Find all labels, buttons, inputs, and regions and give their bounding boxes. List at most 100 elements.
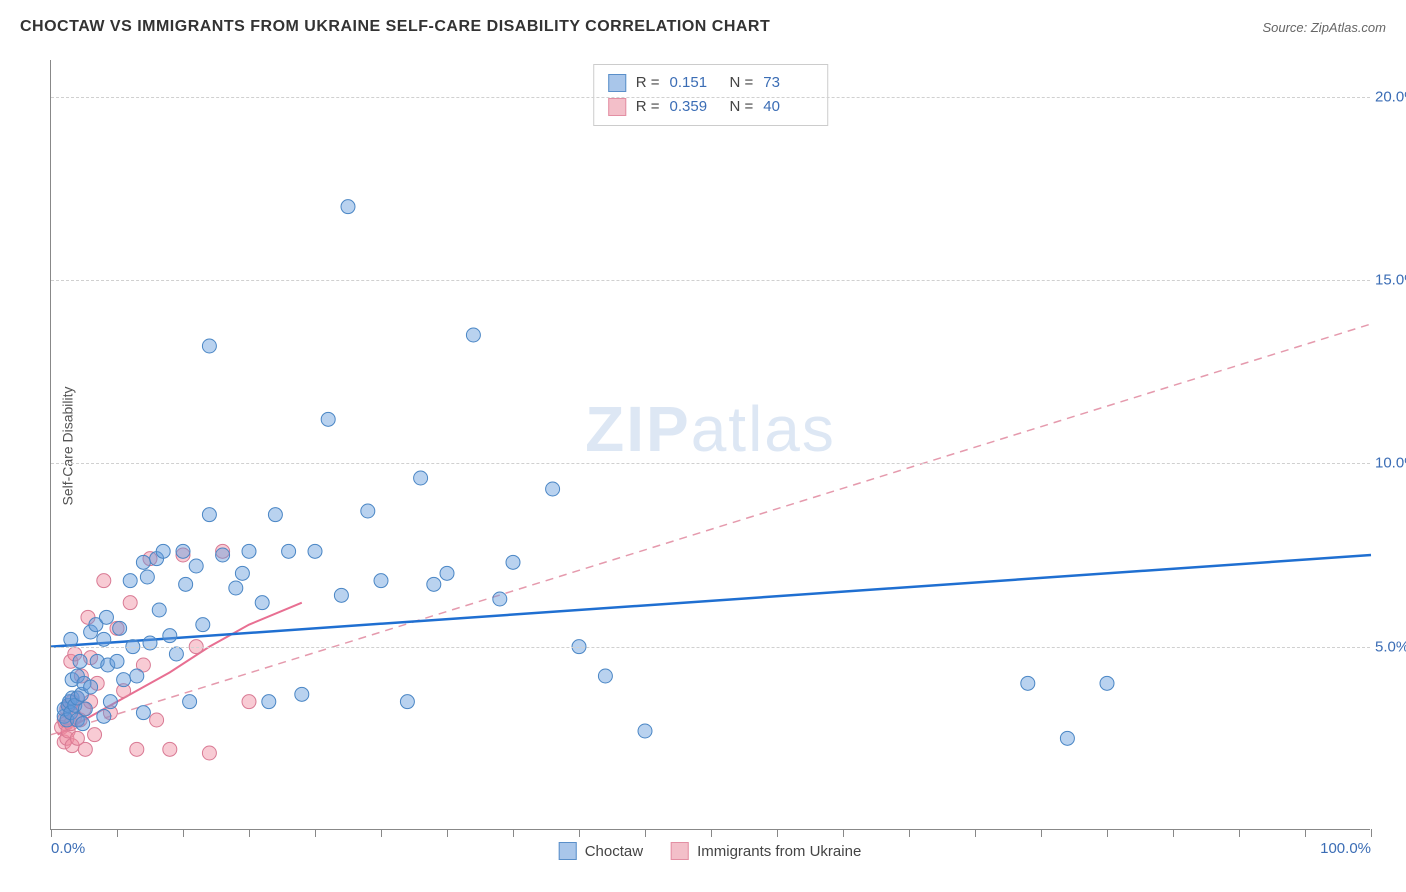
- x-tick: [1371, 829, 1372, 837]
- x-tick: [1107, 829, 1108, 837]
- data-point: [235, 566, 249, 580]
- data-point: [64, 632, 78, 646]
- data-point: [136, 555, 150, 569]
- x-tick: [249, 829, 250, 837]
- data-point: [97, 632, 111, 646]
- x-tick: [645, 829, 646, 837]
- x-tick: [1239, 829, 1240, 837]
- data-point: [229, 581, 243, 595]
- x-tick: [711, 829, 712, 837]
- legend-bottom: Choctaw Immigrants from Ukraine: [559, 842, 862, 860]
- legend-label-0: Choctaw: [585, 843, 643, 860]
- chart-title: CHOCTAW VS IMMIGRANTS FROM UKRAINE SELF-…: [20, 18, 770, 36]
- data-point: [202, 746, 216, 760]
- data-point: [282, 544, 296, 558]
- x-tick: [315, 829, 316, 837]
- chart-area: ZIPatlas R = 0.151 N = 73 R = 0.359 N = …: [50, 60, 1370, 830]
- x-tick: [381, 829, 382, 837]
- data-point: [242, 695, 256, 709]
- data-point: [374, 574, 388, 588]
- data-point: [466, 328, 480, 342]
- data-point: [136, 706, 150, 720]
- data-point: [308, 544, 322, 558]
- data-point: [152, 603, 166, 617]
- data-point: [189, 559, 203, 573]
- y-tick-label: 5.0%: [1375, 638, 1406, 655]
- data-point: [255, 596, 269, 610]
- chart-header: CHOCTAW VS IMMIGRANTS FROM UKRAINE SELF-…: [20, 18, 1386, 36]
- y-tick-label: 10.0%: [1375, 455, 1406, 472]
- data-point: [163, 742, 177, 756]
- legend-item-ukraine: Immigrants from Ukraine: [671, 842, 861, 860]
- data-point: [130, 669, 144, 683]
- gridline-h: [51, 463, 1370, 464]
- data-point: [123, 596, 137, 610]
- data-point: [150, 713, 164, 727]
- trend-line-0: [51, 555, 1371, 647]
- data-point: [196, 618, 210, 632]
- gridline-h: [51, 647, 1370, 648]
- data-point: [546, 482, 560, 496]
- data-point: [506, 555, 520, 569]
- data-point: [113, 621, 127, 635]
- data-point: [414, 471, 428, 485]
- data-point: [262, 695, 276, 709]
- y-tick-label: 20.0%: [1375, 88, 1406, 105]
- data-point: [84, 680, 98, 694]
- x-tick: [1173, 829, 1174, 837]
- gridline-h: [51, 97, 1370, 98]
- data-point: [202, 339, 216, 353]
- data-point: [361, 504, 375, 518]
- data-point: [76, 717, 90, 731]
- plot-svg: [51, 60, 1371, 830]
- data-point: [1100, 676, 1114, 690]
- x-tick: [843, 829, 844, 837]
- trend-line-1: [51, 324, 1371, 735]
- data-point: [99, 610, 113, 624]
- data-point: [321, 412, 335, 426]
- data-point: [598, 669, 612, 683]
- x-tick: [975, 829, 976, 837]
- plot-region: ZIPatlas R = 0.151 N = 73 R = 0.359 N = …: [50, 60, 1370, 830]
- data-point: [268, 508, 282, 522]
- data-point: [216, 548, 230, 562]
- data-point: [117, 673, 131, 687]
- data-point: [78, 702, 92, 716]
- legend-swatch-choctaw: [559, 842, 577, 860]
- data-point: [179, 577, 193, 591]
- data-point: [73, 654, 87, 668]
- data-point: [341, 200, 355, 214]
- x-tick: [513, 829, 514, 837]
- data-point: [169, 647, 183, 661]
- data-point: [638, 724, 652, 738]
- data-point: [103, 695, 117, 709]
- data-point: [427, 577, 441, 591]
- data-point: [1021, 676, 1035, 690]
- x-tick: [1041, 829, 1042, 837]
- data-point: [334, 588, 348, 602]
- x-tick-label: 100.0%: [1320, 840, 1371, 857]
- data-point: [78, 742, 92, 756]
- data-point: [163, 629, 177, 643]
- data-point: [97, 709, 111, 723]
- gridline-h: [51, 280, 1370, 281]
- data-point: [242, 544, 256, 558]
- data-point: [156, 544, 170, 558]
- data-point: [400, 695, 414, 709]
- data-point: [143, 636, 157, 650]
- x-tick: [909, 829, 910, 837]
- data-point: [493, 592, 507, 606]
- x-tick: [51, 829, 52, 837]
- data-point: [130, 742, 144, 756]
- data-point: [123, 574, 137, 588]
- data-point: [140, 570, 154, 584]
- data-point: [176, 544, 190, 558]
- legend-item-choctaw: Choctaw: [559, 842, 643, 860]
- data-point: [1060, 731, 1074, 745]
- legend-label-1: Immigrants from Ukraine: [697, 843, 861, 860]
- data-point: [440, 566, 454, 580]
- x-tick: [579, 829, 580, 837]
- x-tick: [447, 829, 448, 837]
- data-point: [97, 574, 111, 588]
- x-tick: [1305, 829, 1306, 837]
